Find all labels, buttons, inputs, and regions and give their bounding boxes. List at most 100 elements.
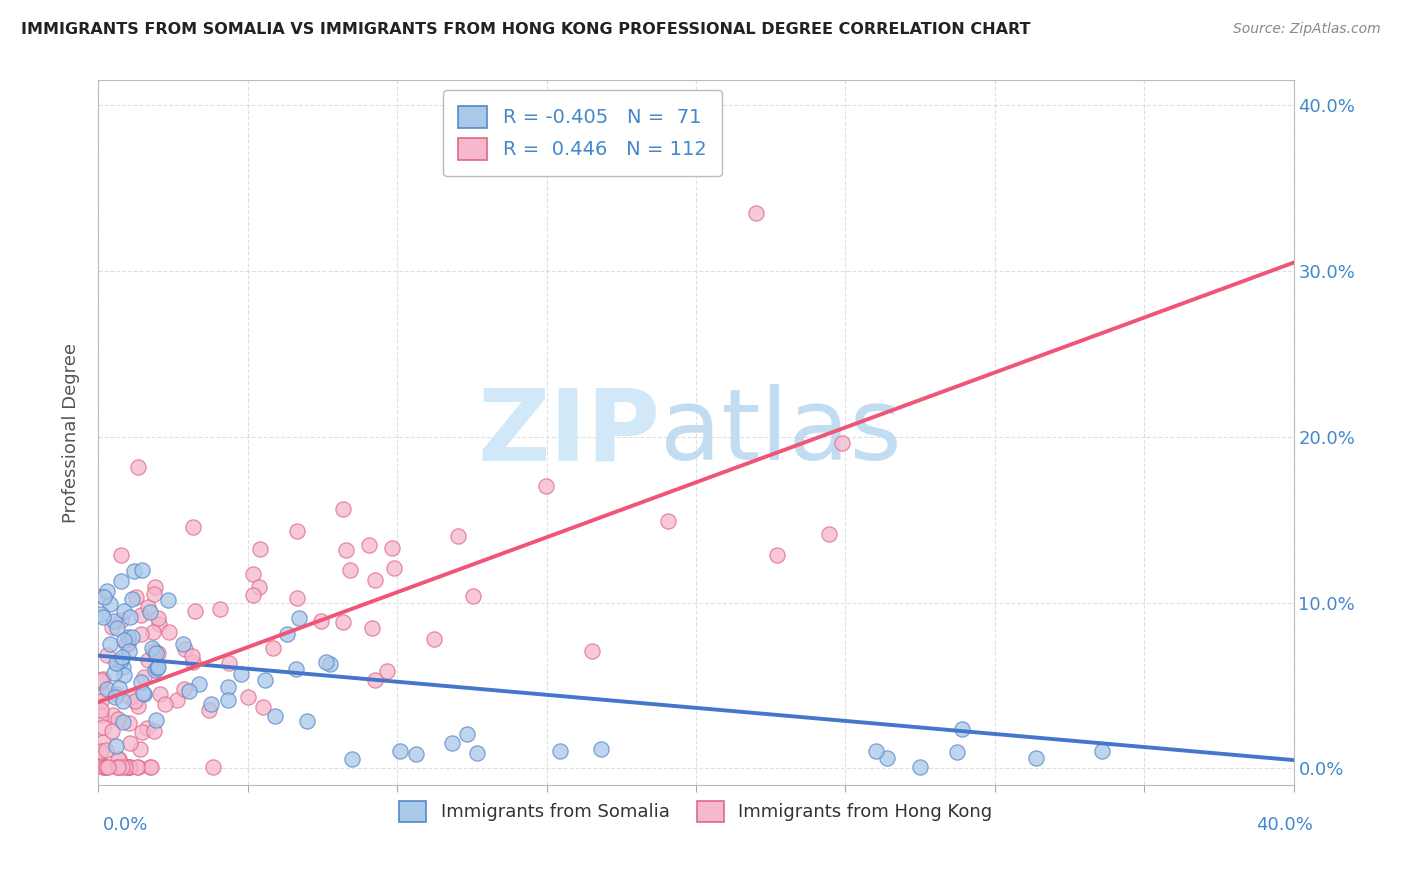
Point bbox=[242, 566, 264, 581]
Point bbox=[745, 206, 768, 220]
Point bbox=[285, 524, 308, 538]
Point bbox=[173, 641, 195, 656]
Point bbox=[177, 684, 200, 698]
Point bbox=[96, 760, 118, 774]
Point bbox=[357, 538, 380, 552]
Point bbox=[342, 752, 364, 766]
Point bbox=[201, 760, 224, 774]
Point bbox=[117, 760, 139, 774]
Point bbox=[156, 592, 179, 607]
Point bbox=[139, 760, 162, 774]
Point bbox=[127, 459, 149, 474]
Text: 0.0%: 0.0% bbox=[103, 816, 148, 834]
Point bbox=[107, 760, 129, 774]
Point bbox=[103, 614, 125, 628]
Point bbox=[534, 479, 557, 493]
Point bbox=[145, 713, 167, 727]
Point bbox=[173, 681, 195, 696]
Point bbox=[90, 673, 112, 687]
Point bbox=[229, 666, 252, 681]
Point bbox=[143, 580, 166, 594]
Point bbox=[132, 687, 155, 701]
Point bbox=[127, 760, 149, 774]
Point bbox=[112, 714, 135, 729]
Point bbox=[146, 661, 169, 675]
Point bbox=[364, 573, 387, 587]
Point bbox=[139, 760, 162, 774]
Point bbox=[108, 760, 131, 774]
Point bbox=[98, 597, 121, 611]
Point bbox=[90, 694, 112, 708]
Point bbox=[121, 631, 143, 645]
Point bbox=[200, 698, 222, 712]
Point bbox=[865, 744, 887, 758]
Point bbox=[138, 599, 160, 614]
Point bbox=[143, 643, 166, 657]
Point bbox=[110, 613, 132, 627]
Point bbox=[423, 632, 446, 647]
Point bbox=[118, 716, 141, 731]
Point bbox=[209, 602, 232, 616]
Point bbox=[139, 605, 162, 619]
Point bbox=[94, 760, 117, 774]
Point bbox=[143, 587, 166, 601]
Point bbox=[148, 646, 170, 660]
Point bbox=[90, 675, 112, 690]
Point bbox=[876, 751, 898, 765]
Point bbox=[297, 714, 319, 728]
Point bbox=[101, 724, 124, 739]
Point bbox=[121, 591, 143, 606]
Point bbox=[118, 610, 141, 624]
Point bbox=[111, 650, 134, 665]
Point bbox=[112, 632, 135, 647]
Point bbox=[93, 590, 115, 604]
Point bbox=[181, 520, 204, 534]
Point bbox=[90, 745, 112, 759]
Point bbox=[339, 563, 361, 577]
Point bbox=[375, 664, 398, 678]
Point bbox=[111, 760, 134, 774]
Point bbox=[148, 660, 170, 674]
Point bbox=[285, 591, 308, 605]
Point bbox=[97, 760, 120, 774]
Point bbox=[950, 722, 973, 736]
Point bbox=[465, 747, 488, 761]
Point bbox=[96, 648, 118, 662]
Point bbox=[288, 611, 311, 625]
Point bbox=[262, 641, 284, 656]
Point bbox=[181, 655, 204, 669]
Point bbox=[335, 543, 357, 558]
Point bbox=[247, 580, 270, 594]
Point bbox=[91, 610, 114, 624]
Point bbox=[107, 752, 129, 766]
Y-axis label: Professional Degree: Professional Degree bbox=[62, 343, 80, 523]
Point bbox=[112, 660, 135, 674]
Point bbox=[581, 644, 603, 658]
Point bbox=[101, 708, 124, 723]
Point bbox=[96, 681, 118, 696]
Point bbox=[110, 574, 132, 588]
Point bbox=[145, 664, 167, 678]
Point bbox=[405, 747, 427, 761]
Point bbox=[103, 666, 125, 681]
Point bbox=[446, 529, 468, 543]
Point bbox=[131, 563, 153, 577]
Point bbox=[441, 736, 464, 750]
Point bbox=[124, 693, 146, 707]
Point bbox=[132, 686, 155, 700]
Text: ZIP: ZIP bbox=[477, 384, 661, 481]
Point bbox=[91, 734, 114, 748]
Point bbox=[319, 657, 342, 672]
Point bbox=[108, 752, 131, 766]
Point bbox=[456, 726, 478, 740]
Point bbox=[309, 615, 332, 629]
Point bbox=[127, 698, 149, 713]
Point bbox=[818, 526, 841, 541]
Point bbox=[218, 657, 240, 671]
Point bbox=[110, 653, 132, 667]
Point bbox=[461, 589, 484, 603]
Point bbox=[112, 694, 135, 708]
Point bbox=[117, 637, 139, 651]
Point bbox=[104, 739, 127, 753]
Point bbox=[217, 681, 239, 695]
